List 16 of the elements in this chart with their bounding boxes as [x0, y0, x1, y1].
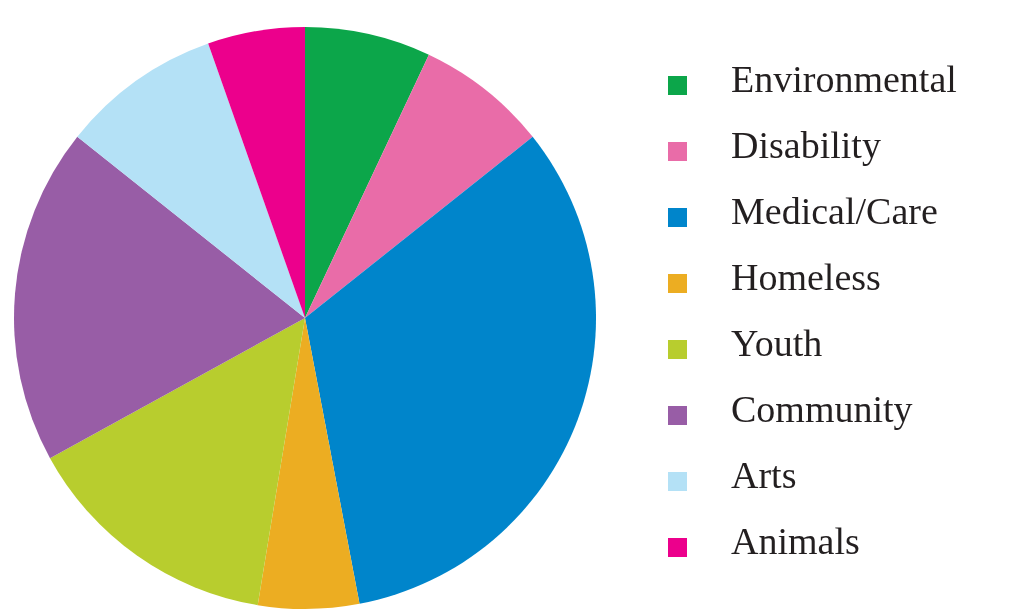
legend-label: Arts — [731, 452, 797, 497]
pie-slice — [305, 27, 429, 318]
legend-label: Disability — [731, 122, 881, 167]
pie-slice — [14, 136, 305, 459]
pie-slice — [305, 136, 596, 604]
pie-slice — [305, 54, 533, 318]
legend-label: Homeless — [731, 254, 881, 299]
legend-label: Community — [731, 386, 913, 431]
legend-label: Animals — [731, 518, 860, 563]
pie-slice — [257, 318, 360, 609]
legend-label: Youth — [731, 320, 823, 365]
pie-slice — [208, 27, 305, 318]
legend-label: Medical/Care — [731, 188, 938, 233]
pie-slice — [49, 318, 305, 606]
pie-slice — [77, 43, 305, 318]
legend-label: Environmental — [731, 56, 957, 101]
